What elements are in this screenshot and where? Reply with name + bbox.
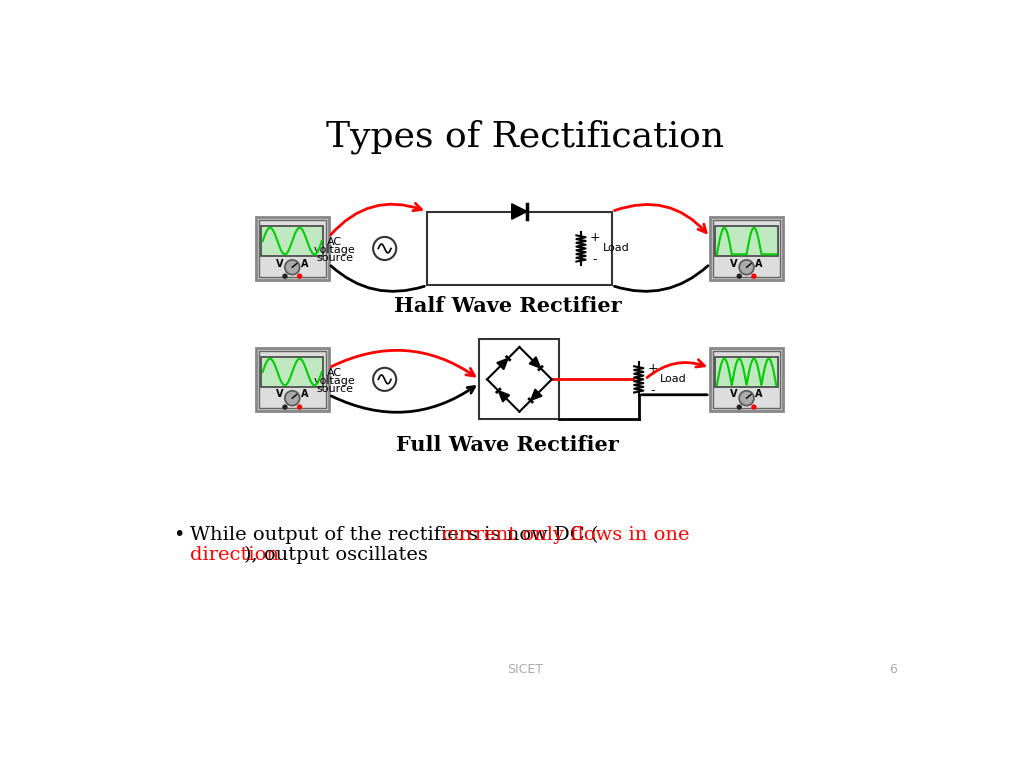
Text: source: source bbox=[316, 383, 353, 394]
Bar bbox=[716, 227, 778, 256]
Bar bbox=[259, 220, 326, 277]
Text: While output of the rectifiers is now DC (: While output of the rectifiers is now DC… bbox=[189, 526, 598, 544]
Bar bbox=[710, 217, 783, 280]
Circle shape bbox=[752, 405, 757, 410]
Text: direction: direction bbox=[189, 546, 279, 564]
Circle shape bbox=[283, 273, 288, 279]
Text: Full Wave Rectifier: Full Wave Rectifier bbox=[396, 435, 620, 455]
Circle shape bbox=[739, 391, 754, 406]
Circle shape bbox=[373, 368, 396, 391]
Text: AC: AC bbox=[327, 237, 342, 247]
Text: Half Wave Rectifier: Half Wave Rectifier bbox=[394, 296, 622, 316]
Text: A: A bbox=[301, 389, 308, 399]
Polygon shape bbox=[512, 204, 527, 219]
Text: +: + bbox=[590, 231, 600, 244]
Text: SICET: SICET bbox=[507, 663, 543, 676]
Text: AC: AC bbox=[327, 368, 342, 378]
Text: +: + bbox=[647, 362, 658, 375]
Text: Load: Load bbox=[660, 374, 687, 384]
Circle shape bbox=[736, 273, 742, 279]
Circle shape bbox=[297, 405, 302, 410]
Polygon shape bbox=[497, 359, 508, 369]
Bar bbox=[261, 227, 324, 256]
Text: voltage: voltage bbox=[313, 376, 355, 386]
Text: V: V bbox=[275, 259, 284, 269]
Text: voltage: voltage bbox=[313, 245, 355, 255]
Text: A: A bbox=[756, 259, 763, 269]
Text: current only flows in one: current only flows in one bbox=[442, 526, 689, 544]
Text: 6: 6 bbox=[889, 663, 897, 676]
Bar bbox=[259, 351, 326, 408]
Text: A: A bbox=[301, 259, 308, 269]
Bar bbox=[713, 220, 780, 277]
Text: •: • bbox=[173, 525, 184, 545]
Text: Load: Load bbox=[602, 243, 630, 253]
Text: V: V bbox=[275, 389, 284, 399]
Circle shape bbox=[285, 260, 300, 275]
Polygon shape bbox=[530, 389, 542, 400]
Text: -: - bbox=[593, 253, 597, 266]
Text: A: A bbox=[756, 389, 763, 399]
Text: V: V bbox=[730, 259, 737, 269]
Bar bbox=[427, 211, 611, 286]
Text: ), output oscillates: ), output oscillates bbox=[244, 546, 428, 564]
Bar bbox=[713, 351, 780, 408]
Polygon shape bbox=[529, 357, 541, 368]
Circle shape bbox=[752, 273, 757, 279]
Text: V: V bbox=[730, 389, 737, 399]
Text: source: source bbox=[316, 253, 353, 263]
Text: -: - bbox=[650, 384, 655, 396]
Circle shape bbox=[739, 260, 754, 275]
Bar bbox=[710, 348, 783, 411]
Circle shape bbox=[373, 237, 396, 260]
Text: Types of Rectification: Types of Rectification bbox=[326, 120, 724, 154]
Circle shape bbox=[297, 273, 302, 279]
Bar bbox=[716, 357, 778, 387]
Bar bbox=[256, 348, 329, 411]
Bar bbox=[256, 217, 329, 280]
Circle shape bbox=[283, 405, 288, 410]
Polygon shape bbox=[499, 391, 510, 402]
Circle shape bbox=[285, 391, 300, 406]
Bar bbox=[261, 357, 324, 387]
Bar bbox=[479, 339, 559, 419]
Circle shape bbox=[736, 405, 742, 410]
